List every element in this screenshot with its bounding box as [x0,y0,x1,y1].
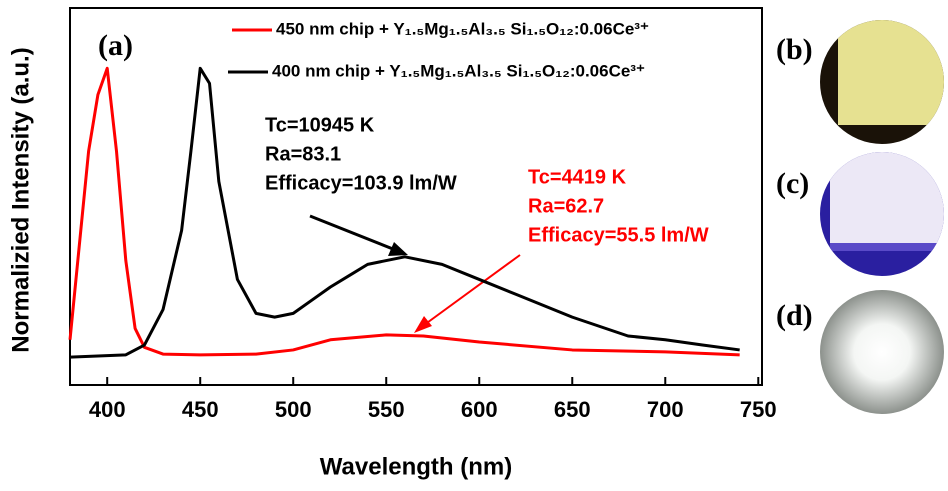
x-tick-label: 600 [461,397,498,422]
x-tick-label: 650 [554,397,591,422]
annotation: Ra=62.7 [528,195,604,217]
arrow-head [388,242,408,256]
series-line [69,66,740,359]
annotation: Efficacy=103.9 lm/W [265,172,457,194]
arrow [419,254,521,329]
x-tick-label: 550 [368,397,405,422]
annotation: Ra=83.1 [265,143,341,165]
x-tick-label: 700 [647,397,684,422]
x-tick-label: 400 [89,397,126,422]
photo-d [820,290,944,414]
series-line [68,66,740,357]
y-axis-title: Normalizied Intensity (a.u.) [7,47,34,352]
arrow-head [414,316,432,333]
legend-label: 450 nm chip + Y₁.₅Mg₁.₅Al₃.₅ Si₁.₅O₁₂:0.… [276,19,649,38]
panel-label: (b) [776,33,813,66]
x-tick-label: 450 [182,397,219,422]
x-tick-label: 500 [275,397,312,422]
photo-c [820,152,944,276]
x-axis-title: Wavelength (nm) [320,453,512,480]
photo-b [820,20,944,144]
annotation: Efficacy=55.5 lm/W [528,224,709,246]
annotation: Tc=10945 K [265,114,375,136]
legend-label: 400 nm chip + Y₁.₅Mg₁.₅Al₃.₅ Si₁.₅O₁₂:0.… [272,61,645,80]
panel-label: (c) [776,167,809,200]
panel-label: (d) [776,299,813,332]
x-tick-label: 750 [740,397,777,422]
annotation: Tc=4419 K [528,166,627,188]
panel-label: (a) [98,29,133,62]
arrow [309,214,404,255]
plot-frame [69,7,763,386]
